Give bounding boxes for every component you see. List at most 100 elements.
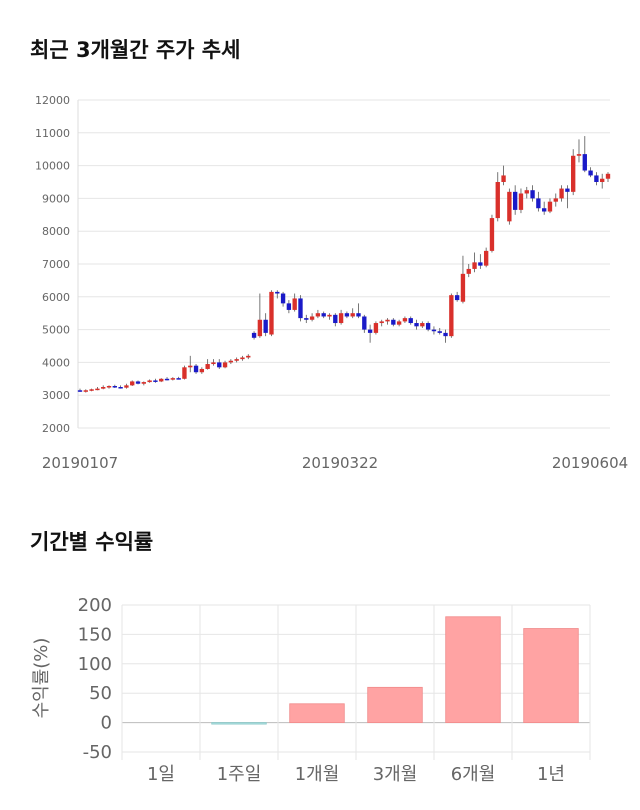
candle-body xyxy=(420,323,425,327)
returns-x-tick-label: 3개월 xyxy=(373,764,418,785)
returns-y-tick-label: 150 xyxy=(78,624,112,645)
candle-body xyxy=(211,362,216,365)
price-x-tick-label: 20190107 xyxy=(42,454,118,472)
returns-title: 기간별 수익률 xyxy=(30,530,154,554)
returns-y-tick-label: -50 xyxy=(83,742,112,763)
candle-body xyxy=(286,303,292,310)
candle-body xyxy=(118,387,123,389)
candle-body xyxy=(489,218,495,251)
price-y-tick-label: 11000 xyxy=(35,127,70,140)
candle-body xyxy=(565,188,570,192)
candle-body xyxy=(280,293,286,304)
candle-body xyxy=(408,318,413,324)
returns-y-axis-label: 수익률(%) xyxy=(31,638,52,719)
price-y-tick-label: 12000 xyxy=(35,94,70,107)
price-candles xyxy=(77,136,611,393)
candle-body xyxy=(571,155,576,192)
candle-body xyxy=(135,381,141,384)
returns-y-tick-label: 200 xyxy=(78,595,112,616)
returns-y-tick-label: 50 xyxy=(89,683,112,704)
candle-body xyxy=(542,208,547,212)
candle-body xyxy=(605,173,611,179)
candle-body xyxy=(338,313,344,324)
candle-body xyxy=(431,329,437,332)
returns-grid xyxy=(121,604,591,760)
candle-body xyxy=(298,298,303,319)
candle-body xyxy=(594,175,599,182)
candle-body xyxy=(373,323,379,333)
candle-body xyxy=(530,190,535,199)
candle-body xyxy=(466,268,471,274)
candle-body xyxy=(524,190,529,194)
candle-body xyxy=(95,388,100,391)
candle-body xyxy=(600,178,605,182)
price-y-tick-label: 4000 xyxy=(42,356,70,369)
candle-body xyxy=(559,188,564,199)
price-y-tick-label: 3000 xyxy=(42,389,70,402)
candle-body xyxy=(396,321,402,325)
candle-body xyxy=(182,367,187,379)
candle-body xyxy=(77,390,83,392)
candle-body xyxy=(112,386,117,388)
candle-body xyxy=(217,362,222,368)
candle-body xyxy=(309,316,315,320)
candle-body xyxy=(437,331,442,333)
price-y-tick-label: 9000 xyxy=(42,192,70,205)
candle-body xyxy=(460,273,466,302)
candle-body xyxy=(402,318,408,322)
price-x-tick-label: 20190604 xyxy=(552,454,628,472)
returns-x-tick-label: 6개월 xyxy=(451,764,496,785)
candle-body xyxy=(512,191,518,210)
candle-body xyxy=(553,198,558,202)
price-x-tick-label: 20190322 xyxy=(302,454,378,472)
candle-body xyxy=(588,170,593,176)
candle-body xyxy=(89,389,94,391)
candle-body xyxy=(333,314,338,324)
returns-x-tick-label: 1일 xyxy=(147,764,175,785)
candle-body xyxy=(246,355,251,358)
candle-body xyxy=(385,319,390,322)
candle-body xyxy=(449,295,454,337)
candle-body xyxy=(547,201,553,212)
candle-body xyxy=(269,291,274,335)
candle-body xyxy=(147,380,152,383)
candle-body xyxy=(263,319,268,333)
returns-bar xyxy=(523,628,579,724)
candle-body xyxy=(170,378,176,380)
returns-bars xyxy=(211,616,579,725)
candle-body xyxy=(536,198,541,209)
candle-body xyxy=(379,321,384,324)
price-x-axis: 20190107 20190322 20190604 xyxy=(42,454,628,472)
candle-body xyxy=(176,378,181,380)
candle-body xyxy=(193,365,199,373)
candle-body xyxy=(228,360,234,363)
candle-body xyxy=(327,314,332,317)
candle-body xyxy=(507,191,512,222)
candle-body xyxy=(83,390,88,392)
price-y-tick-label: 7000 xyxy=(42,258,70,271)
returns-x-tick-label: 1주일 xyxy=(217,764,262,785)
returns-y-tick-label: 100 xyxy=(78,654,112,675)
price-y-tick-label: 8000 xyxy=(42,225,70,238)
candle-body xyxy=(582,154,587,171)
candle-body xyxy=(222,362,228,368)
price-y-axis: 2000 3000 4000 5000 6000 7000 8000 9000 10000 110… xyxy=(35,94,70,435)
candle-body xyxy=(130,381,135,386)
returns-x-tick-label: 1년 xyxy=(537,764,565,785)
price-y-tick-label: 10000 xyxy=(35,160,70,173)
candle-body xyxy=(153,380,158,382)
candle-body xyxy=(483,250,489,266)
candle-body xyxy=(106,386,112,388)
candle-body xyxy=(240,357,245,360)
candle-body xyxy=(251,332,257,338)
returns-bar xyxy=(445,616,501,724)
candle-body xyxy=(159,378,164,382)
candle-body xyxy=(292,298,297,310)
returns-bar xyxy=(289,703,345,723)
candle-body xyxy=(321,313,326,317)
candle-body xyxy=(472,262,477,269)
candle-body xyxy=(454,295,460,301)
candle-body xyxy=(478,262,483,266)
candle-body xyxy=(356,313,361,317)
candle-body xyxy=(518,193,524,210)
